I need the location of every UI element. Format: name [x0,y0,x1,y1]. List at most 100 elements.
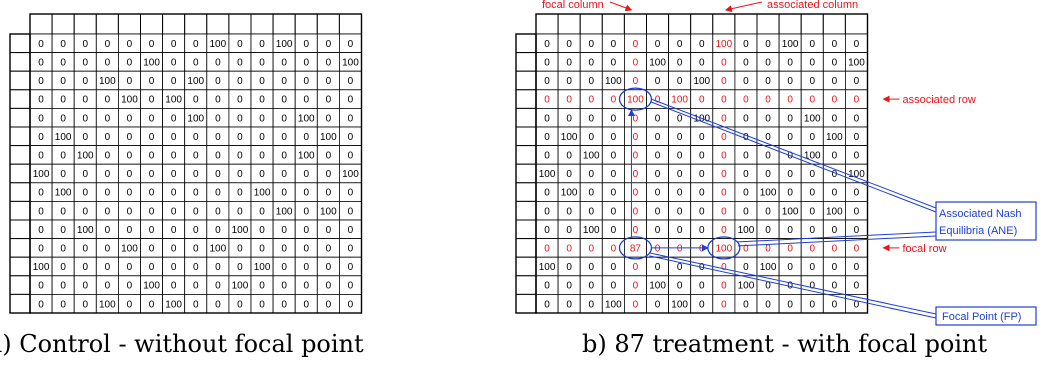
cell-value: 0 [259,299,265,310]
cell-value: 0 [105,206,111,217]
cell-value: 0 [544,76,550,87]
cell-value: 0 [38,39,44,50]
cell-value: 0 [633,132,639,143]
cell-value: 0 [854,95,860,106]
row-header-cell [515,126,537,147]
cell-value: 0 [743,95,749,106]
cell-value: 0 [237,132,243,143]
row-header-cell [9,126,31,147]
cell-value: 0 [677,281,683,292]
cell-value: 0 [743,206,749,217]
row-header-cell [515,200,537,221]
cell-value: 100 [826,206,843,217]
ane-callout-line1: Associated Nash [939,208,1022,220]
cell-value: 0 [149,262,155,273]
ane-callout-line2: Equilibria (ANE) [939,225,1017,237]
cell-value: 0 [721,132,727,143]
cell-value: 0 [281,132,287,143]
ane-leader-line [651,98,937,209]
cell-value: 0 [105,188,111,199]
cell-value: 0 [303,169,309,180]
cell-value: 0 [348,225,354,236]
cell-value: 0 [215,151,221,162]
cell-value: 0 [348,281,354,292]
cell-value: 0 [832,113,838,124]
cell-value: 0 [721,76,727,87]
cell-value: 0 [655,151,661,162]
focal-column-label: focal column [542,0,604,11]
cell-value: 0 [588,206,594,217]
cell-value: 0 [809,76,815,87]
cell-value: 100 [671,299,688,310]
cell-value: 100 [782,39,799,50]
ane-leader-line [651,101,937,213]
cell-value: 0 [171,169,177,180]
cell-value: 0 [149,244,155,255]
cell-value: 100 [33,262,50,273]
cell-value: 0 [566,262,572,273]
row-header-cell [9,293,31,314]
cell-value: 0 [303,39,309,50]
cell-value: 0 [149,188,155,199]
cell-value: 0 [588,58,594,69]
cell-value: 0 [215,76,221,87]
cell-value: 0 [832,244,838,255]
cell-value: 0 [809,132,815,143]
cell-value: 0 [348,188,354,199]
cell-value: 0 [281,244,287,255]
cell-value: 0 [677,132,683,143]
cell-value: 0 [281,262,287,273]
cell-value: 0 [171,113,177,124]
cell-value: 0 [832,39,838,50]
cell-value: 0 [127,169,133,180]
cell-value: 0 [677,188,683,199]
cell-value: 0 [149,76,155,87]
cell-value: 0 [787,244,793,255]
cell-value: 0 [832,95,838,106]
cell-value: 0 [105,169,111,180]
cell-value: 0 [787,188,793,199]
cell-value: 100 [539,262,556,273]
row-header-cell [9,200,31,221]
cell-value: 0 [743,244,749,255]
cell-value: 0 [105,244,111,255]
cell-value: 0 [765,113,771,124]
cell-value: 100 [760,262,777,273]
cell-value: 0 [721,225,727,236]
cell-value: 100 [187,113,204,124]
cell-value: 0 [259,169,265,180]
cell-value: 0 [303,299,309,310]
cell-value: 0 [259,132,265,143]
cell-value: 0 [38,206,44,217]
associated-row-label: associated row [903,94,976,106]
cell-value: 100 [276,206,293,217]
cell-value: 0 [699,244,705,255]
cell-value: 0 [611,113,617,124]
cell-value: 0 [215,299,221,310]
cell-value: 0 [611,244,617,255]
cell-value: 0 [326,225,332,236]
cell-value: 0 [677,58,683,69]
cell-value: 0 [611,188,617,199]
cell-value: 0 [171,58,177,69]
cell-value: 0 [326,281,332,292]
cell-value: 0 [237,151,243,162]
cell-value: 0 [611,262,617,273]
cell-value: 0 [348,151,354,162]
column-header-cell [294,13,318,35]
cell-value: 0 [809,225,815,236]
cell-value: 0 [787,95,793,106]
cell-value: 0 [60,95,66,106]
cell-value: 0 [544,39,550,50]
cell-value: 0 [259,58,265,69]
column-header-cell [579,13,603,35]
cell-value: 0 [259,206,265,217]
cell-value: 0 [60,58,66,69]
cell-value: 0 [544,206,550,217]
cell-value: 0 [743,262,749,273]
cell-value: 0 [611,169,617,180]
cell-value: 0 [38,225,44,236]
cell-value: 0 [60,244,66,255]
column-header-cell [29,13,53,35]
cell-value: 0 [105,151,111,162]
